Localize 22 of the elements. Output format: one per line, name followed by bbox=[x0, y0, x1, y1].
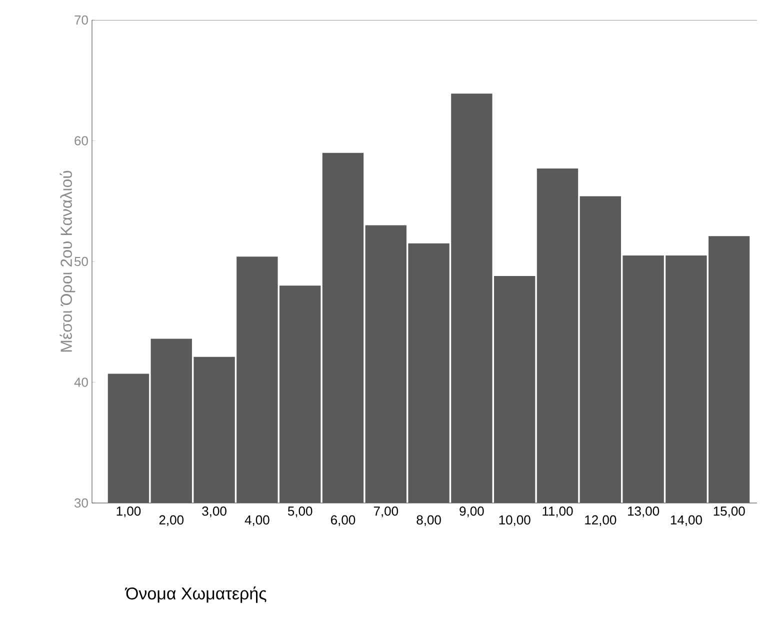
x-tick-label: 14,00 bbox=[670, 515, 702, 526]
x-axis-title: Όνομα Χωματερής bbox=[124, 586, 266, 603]
y-axis-title: Μέσοι Όροι 2ου Καναλιού bbox=[60, 170, 76, 352]
x-tick-label: 2,00 bbox=[159, 515, 184, 526]
x-tick-label: 4,00 bbox=[244, 515, 270, 526]
x-tick-label: 12,00 bbox=[585, 515, 616, 526]
x-tick-label: 1,00 bbox=[116, 506, 141, 518]
x-tick-label: 6,00 bbox=[330, 515, 356, 526]
x-tick-label: 15,00 bbox=[714, 506, 745, 518]
x-tick-label: 7,00 bbox=[374, 506, 398, 518]
x-tick-label: 13,00 bbox=[628, 506, 660, 518]
x-tick-label: 3,00 bbox=[202, 506, 226, 518]
x-tick-label: 10,00 bbox=[499, 515, 530, 526]
x-tick-label: 9,00 bbox=[460, 506, 484, 518]
y-tick-label: 60 bbox=[74, 136, 88, 146]
y-tick-label: 30 bbox=[74, 498, 88, 508]
y-tick-label: 70 bbox=[74, 15, 88, 25]
x-tick-label: 11,00 bbox=[542, 506, 573, 518]
y-tick-label: 40 bbox=[74, 378, 88, 387]
x-tick-label: 8,00 bbox=[416, 515, 441, 526]
x-tick-label: 5,00 bbox=[288, 506, 312, 518]
y-tick-label: 50 bbox=[74, 256, 88, 266]
